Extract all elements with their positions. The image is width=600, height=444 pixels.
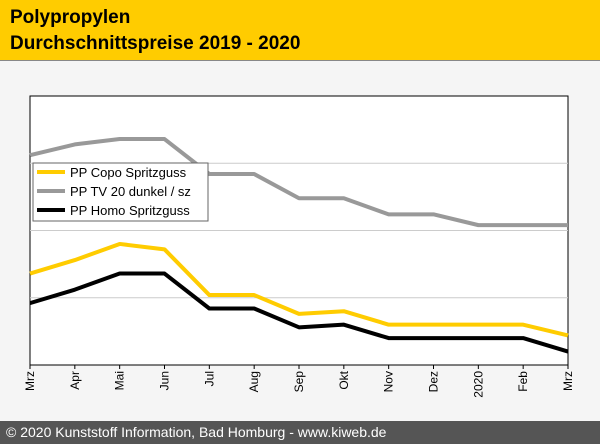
x-tick-label: 2020 [471, 371, 485, 398]
x-tick-label: Dez [427, 371, 441, 392]
x-tick-label: Okt [337, 370, 351, 389]
x-tick-label: Mrz [561, 371, 575, 391]
x-tick-label: Aug [247, 371, 261, 392]
legend-label: PP Homo Spritzguss [70, 203, 190, 218]
series-line-3 [29, 271, 569, 354]
series-line-2 [29, 137, 568, 228]
chart-title-line2: Durchschnittspreise 2019 - 2020 [10, 33, 301, 54]
chart-title-line1: Polypropylen [10, 7, 131, 28]
header-bar: Polypropylen Durchschnittspreise 2019 - … [0, 0, 600, 61]
series-line-1 [29, 241, 569, 338]
legend: PP Copo Spritzguss PP TV 20 dunkel / sz PP… [32, 162, 209, 222]
x-tick-label: Nov [382, 371, 396, 392]
x-tick-label: Mrz [23, 371, 37, 391]
footer-bar: © 2020 Kunststoff Information, Bad Hombu… [0, 421, 600, 444]
x-tick-label: Feb [516, 371, 530, 392]
copyright-text: © 2020 Kunststoff Information, Bad Hombu… [6, 424, 387, 440]
x-tick-label: Mai [113, 371, 127, 390]
line-chart: Mrz Apr Mai Jun Jul Aug Sep Okt Nov Dez 2020 Feb Mrz… [23, 95, 575, 398]
x-tick-label: Jul [202, 371, 216, 386]
x-tick-label: Jun [158, 371, 172, 390]
legend-label: PP TV 20 dunkel / sz [70, 184, 191, 199]
x-tick-label: Sep [292, 371, 306, 393]
x-tick-label: Apr [68, 371, 82, 390]
legend-label: PP Copo Spritzguss [70, 165, 187, 180]
